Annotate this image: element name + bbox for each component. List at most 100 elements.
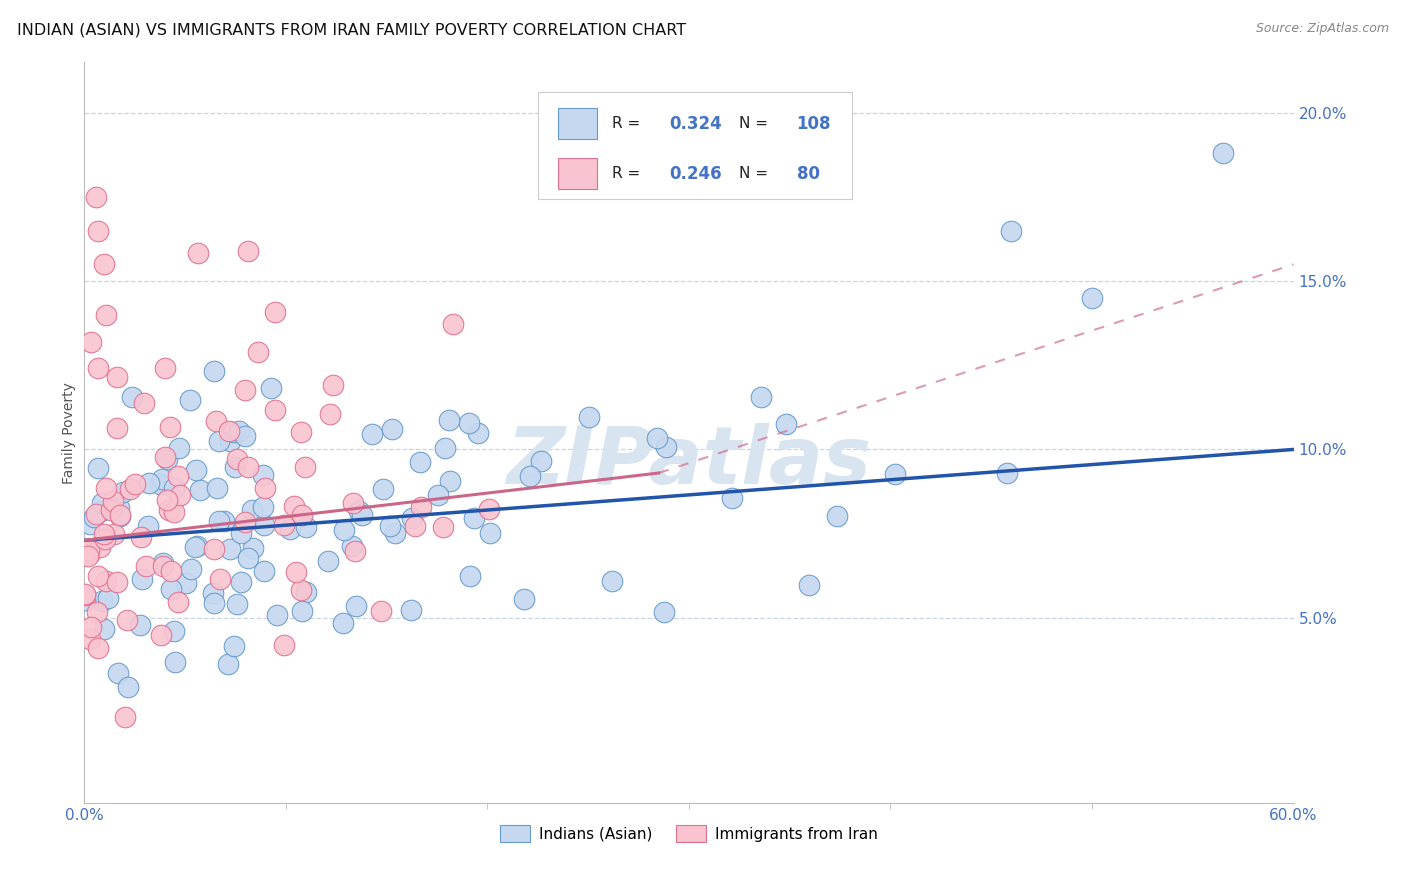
Point	[222, 639, 245, 653]
Text: 108: 108	[797, 115, 831, 133]
Point	[87, 360, 110, 375]
Point	[433, 441, 456, 455]
Point	[163, 624, 186, 638]
Point	[103, 527, 125, 541]
Point	[343, 543, 366, 558]
Point	[1081, 291, 1104, 305]
Point	[86, 460, 108, 475]
Point	[135, 559, 157, 574]
Point	[228, 424, 250, 438]
Point	[218, 541, 240, 556]
Point	[995, 466, 1018, 480]
Point	[87, 568, 110, 582]
Point	[233, 515, 256, 529]
Point	[478, 501, 501, 516]
Point	[73, 588, 96, 602]
Point	[159, 419, 181, 434]
Point	[349, 504, 371, 518]
Point	[409, 454, 432, 468]
Point	[458, 569, 481, 583]
Point	[84, 190, 107, 204]
Point	[121, 390, 143, 404]
Point	[252, 500, 274, 514]
Legend: Indians (Asian), Immigrants from Iran: Indians (Asian), Immigrants from Iran	[494, 819, 884, 848]
Point	[93, 257, 115, 271]
Point	[295, 520, 318, 534]
Point	[283, 499, 305, 513]
Point	[79, 545, 101, 559]
Point	[160, 564, 183, 578]
Point	[169, 488, 191, 502]
Point	[132, 395, 155, 409]
Point	[218, 425, 240, 439]
Point	[94, 481, 117, 495]
Point	[399, 603, 422, 617]
Point	[167, 442, 190, 456]
Point	[128, 618, 150, 632]
Point	[654, 440, 676, 454]
Point	[654, 605, 676, 619]
Point	[273, 638, 295, 652]
Point	[458, 416, 481, 430]
Point	[273, 517, 295, 532]
Point	[432, 520, 454, 534]
Point	[409, 500, 432, 515]
Point	[208, 514, 231, 528]
Point	[188, 483, 211, 497]
Point	[799, 578, 821, 592]
Point	[437, 412, 460, 426]
Text: N =: N =	[738, 116, 772, 131]
Point	[202, 596, 225, 610]
Text: INDIAN (ASIAN) VS IMMIGRANTS FROM IRAN FAMILY POVERTY CORRELATION CHART: INDIAN (ASIAN) VS IMMIGRANTS FROM IRAN F…	[17, 22, 686, 37]
Text: 0.324: 0.324	[669, 115, 723, 133]
Point	[344, 599, 367, 613]
Point	[749, 390, 772, 404]
Point	[97, 591, 120, 605]
Point	[285, 566, 308, 580]
Point	[225, 597, 247, 611]
Point	[253, 517, 276, 532]
Point	[443, 317, 465, 331]
Text: 0.246: 0.246	[669, 165, 723, 183]
Point	[260, 380, 283, 394]
Point	[319, 407, 342, 421]
Point	[294, 459, 316, 474]
Point	[373, 482, 395, 496]
Point	[89, 540, 111, 554]
Point	[108, 508, 131, 523]
Point	[108, 501, 131, 516]
Point	[90, 496, 112, 510]
Point	[224, 460, 246, 475]
Point	[340, 539, 363, 553]
Point	[253, 481, 276, 495]
Text: N =: N =	[738, 166, 772, 181]
Point	[152, 557, 174, 571]
Point	[384, 526, 406, 541]
Point	[115, 613, 138, 627]
Point	[883, 467, 905, 482]
Point	[332, 616, 354, 631]
Point	[107, 666, 129, 681]
FancyBboxPatch shape	[538, 92, 852, 200]
Point	[381, 422, 404, 436]
Point	[370, 604, 392, 618]
Point	[291, 508, 314, 523]
Point	[600, 574, 623, 588]
Point	[86, 641, 108, 656]
Point	[90, 504, 112, 518]
Point	[775, 417, 797, 431]
Point	[519, 469, 541, 483]
Point	[578, 410, 600, 425]
Point	[333, 523, 356, 537]
Point	[174, 576, 197, 591]
Point	[100, 503, 122, 517]
Point	[202, 586, 225, 600]
Point	[150, 628, 173, 642]
Point	[124, 477, 146, 491]
Point	[352, 508, 374, 523]
Point	[252, 467, 274, 482]
Point	[263, 402, 285, 417]
Point	[222, 425, 245, 440]
Point	[242, 541, 264, 556]
Text: Source: ZipAtlas.com: Source: ZipAtlas.com	[1256, 22, 1389, 36]
